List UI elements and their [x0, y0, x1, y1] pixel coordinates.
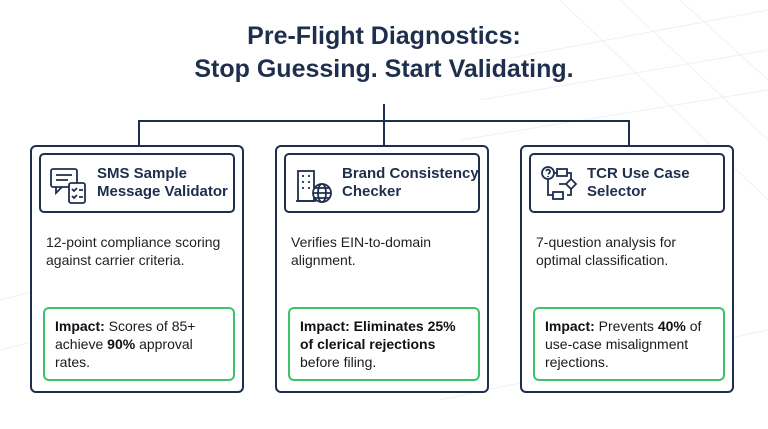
card: SMS Sample Message Validator 12-point co…: [30, 145, 244, 393]
card-title: Brand Consistency Checker: [342, 165, 479, 201]
title-line: Stop Guessing. Start Validating.: [194, 55, 574, 83]
card-header: Brand Consistency Checker: [284, 153, 480, 213]
impact-text: before filing.: [300, 354, 377, 370]
icon: [296, 170, 332, 203]
impact-text: approval rates.: [55, 336, 193, 370]
impact-text: Scores of 85+ achieve: [55, 318, 196, 352]
card: Brand Consistency Checker Verifies EIN-t…: [275, 145, 489, 393]
impact-box: Impact: Eliminates 25% of clerical rejec…: [288, 307, 480, 381]
impact-text: Prevents: [594, 318, 658, 334]
impact-bold-text: 40%: [657, 318, 686, 334]
card-title-line: SMS Sample: [97, 165, 188, 182]
card: TCR Use Case Selector 7-question analysi…: [520, 145, 734, 393]
impact-box: Impact: Scores of 85+ achieve 90% approv…: [43, 307, 235, 381]
card-header: SMS Sample Message Validator: [39, 153, 235, 213]
card-title-line: Brand Consistency: [342, 165, 479, 182]
impact-bold-text: Impact:: [55, 318, 105, 334]
title: Pre-Flight Diagnostics: Stop Guessing. S…: [0, 20, 768, 86]
impact-bold-text: Impact:: [545, 318, 595, 334]
impact-bold-text: Impact: Eliminates 25% of clerical rejec…: [300, 318, 456, 352]
title-line: Pre-Flight Diagnostics:: [247, 22, 521, 50]
card-title-line: Selector: [587, 183, 647, 200]
card-header: TCR Use Case Selector: [529, 153, 725, 213]
icon: [50, 168, 86, 204]
card-title-line: Checker: [342, 183, 402, 200]
connector: [138, 104, 630, 146]
card-title-line: Message Validator: [97, 183, 228, 200]
card-description: 7-question analysis for optimal classifi…: [536, 234, 677, 268]
card-description: 12-point compliance scoring against carr…: [46, 234, 221, 268]
card-title-line: TCR Use Case: [587, 165, 690, 182]
impact-box: Impact: Prevents 40% of use-case misalig…: [533, 307, 725, 381]
impact-bold-text: 90%: [107, 336, 136, 352]
card-title: TCR Use Case Selector: [587, 165, 690, 201]
card-description: Verifies EIN-to-domain alignment.: [291, 234, 432, 268]
card-title: SMS Sample Message Validator: [97, 165, 228, 201]
impact-text: of use-case misalignment rejections.: [545, 318, 702, 370]
icon: [541, 166, 578, 200]
